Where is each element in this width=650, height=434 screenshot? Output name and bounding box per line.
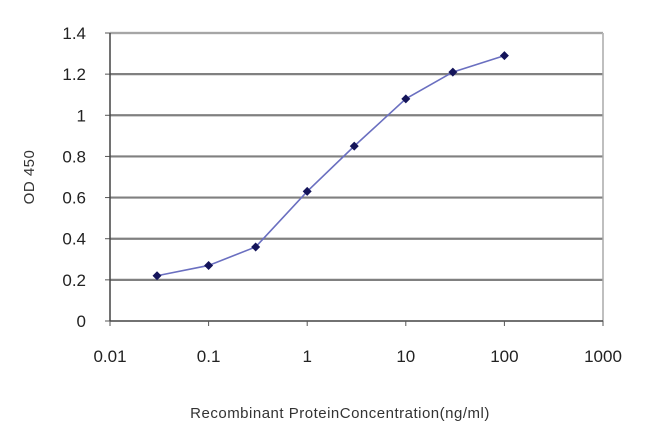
y-tick-label: 1.2 bbox=[62, 65, 86, 84]
data-point bbox=[499, 51, 509, 61]
x-tick-label: 1 bbox=[302, 347, 311, 366]
data-point bbox=[401, 94, 411, 104]
axes bbox=[105, 32, 604, 326]
x-tick-labels: 0.01 0.1 1 10 100 1000 bbox=[93, 347, 621, 366]
x-axis-label: Recombinant ProteinConcentration(ng/ml) bbox=[190, 405, 490, 422]
y-tick-label: 0.6 bbox=[62, 189, 86, 208]
data-point bbox=[448, 67, 458, 77]
x-tick-label: 0.01 bbox=[93, 347, 126, 366]
x-tick-label: 0.1 bbox=[197, 347, 221, 366]
series-line bbox=[156, 54, 505, 277]
y-tick-label: 1 bbox=[77, 106, 86, 125]
y-tick-label: 0.8 bbox=[62, 147, 86, 166]
data-point bbox=[204, 260, 214, 270]
y-tick-labels: 0 0.2 0.4 0.6 0.8 1 1.2 1.4 bbox=[62, 24, 86, 331]
x-tick-label: 100 bbox=[490, 347, 518, 366]
series bbox=[152, 51, 509, 281]
y-tick-label: 0 bbox=[77, 312, 86, 331]
y-axis-label: OD 450 bbox=[21, 150, 38, 205]
data-point bbox=[302, 186, 312, 196]
y-tick-label: 0.4 bbox=[62, 230, 86, 249]
y-tick-label: 0.2 bbox=[62, 271, 86, 290]
data-point bbox=[251, 242, 261, 252]
grid-lines bbox=[110, 31, 603, 281]
y-tick-label: 1.4 bbox=[62, 24, 86, 43]
x-tick-label: 10 bbox=[396, 347, 415, 366]
x-tick-label: 1000 bbox=[584, 347, 622, 366]
data-point bbox=[152, 271, 162, 281]
data-point bbox=[349, 141, 359, 151]
